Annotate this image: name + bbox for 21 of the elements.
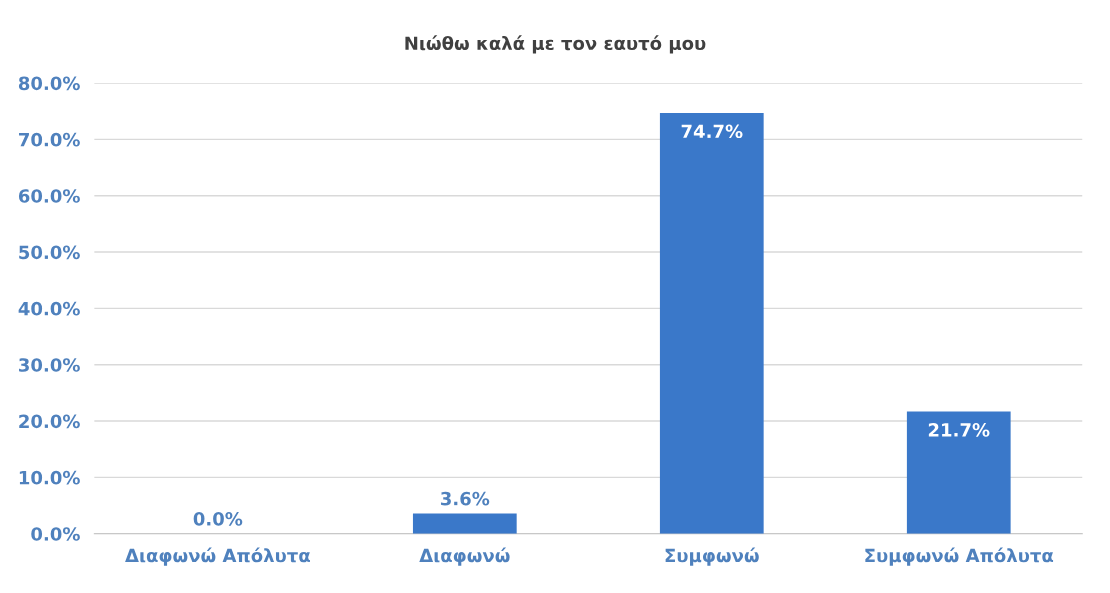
data-label: 74.7% [681,124,743,139]
y-tick-label: 80.0% [18,76,80,91]
bar [412,513,517,534]
x-tick-label: Συμφωνώ [665,547,759,566]
bar [659,112,764,534]
y-tick-label: 30.0% [19,358,80,372]
y-tick-label: 60.0% [18,189,80,203]
bar [906,411,1011,534]
y-tick-label: 40.0% [18,301,80,316]
chart-title: Νιώθω καλά με τον εαυτό μου [405,35,706,54]
x-tick-label: Διαφωνώ Απόλυτα [125,547,310,566]
x-tick-label: Διαφωνώ [419,547,510,566]
y-tick-label: 20.0% [19,414,80,429]
y-tick-label: 0.0% [31,527,80,541]
x-tick-label: Συμφωνώ Απόλυτα [865,547,1054,566]
data-label: 0.0% [193,512,243,526]
data-label: 3.6% [440,491,490,506]
y-tick-label: 50.0% [19,245,80,260]
y-tick-label: 70.0% [19,132,80,147]
y-tick-label: 10.0% [19,470,80,485]
data-label: 21.7% [928,423,990,437]
